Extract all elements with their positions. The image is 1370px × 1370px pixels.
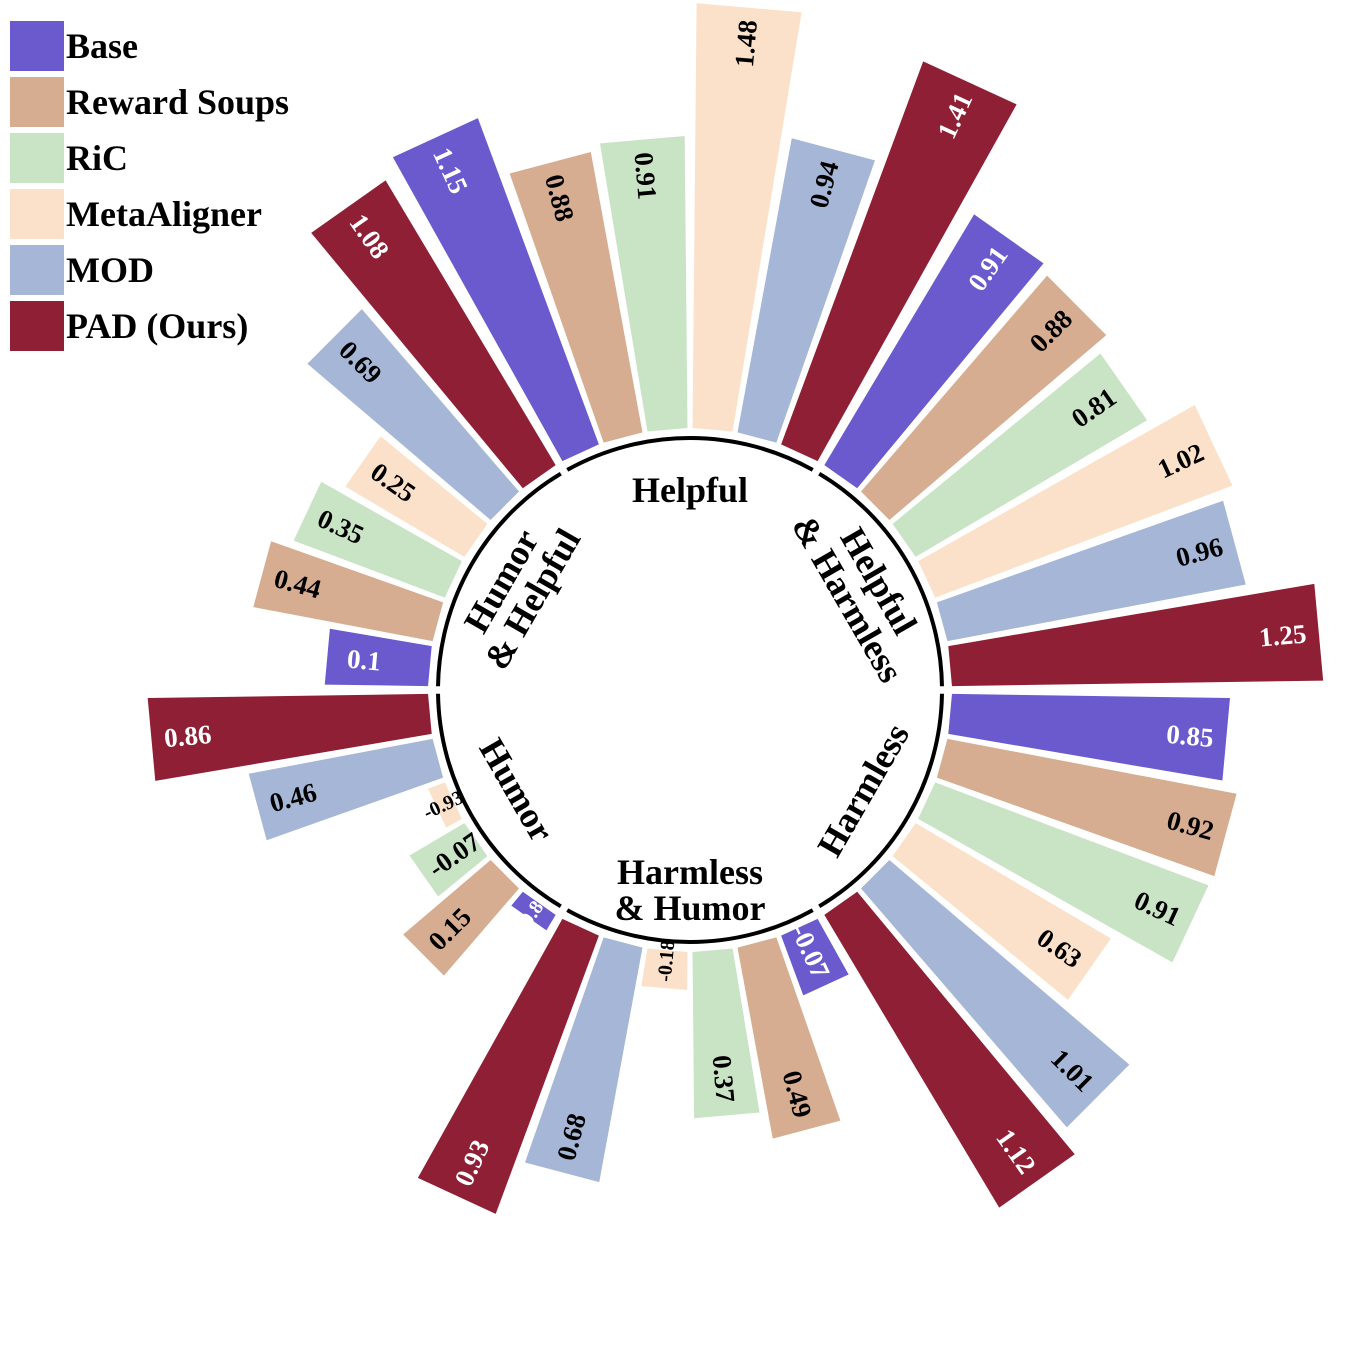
bar-harmless-humor-ric (692, 948, 760, 1119)
legend-item-reward-soups: Reward Soups (10, 74, 289, 130)
bar-harmless-humor-mod (525, 937, 643, 1183)
group-label-harmless: Harmless (809, 717, 917, 863)
bar-humor-helpful-reward-soups (253, 541, 444, 642)
bar-humor-mod (248, 738, 444, 841)
bar-helpful-harmless-reward-soups (861, 275, 1107, 521)
bar-harmless-humor-reward-soups (737, 937, 841, 1139)
legend-swatch-pad (10, 301, 64, 351)
bar-harmless-humor-metaaligner (641, 948, 688, 991)
bar-humor-pad-ours (147, 693, 432, 781)
bar-humor-helpful-pad-ours (311, 180, 556, 489)
bar-helpful-metaaligner (692, 3, 802, 432)
bar-helpful-harmless-pad-ours (948, 583, 1324, 687)
value-label-helpful-metaaligner: 1.48 (729, 19, 763, 69)
bars-layer: 1.15 0.88 0.911.480.941.410.910.880.811.02… (147, 3, 1324, 1214)
bar-harmless-base (948, 693, 1230, 781)
bar-harmless-pad-ours (824, 891, 1075, 1208)
bar-humor-base (511, 891, 556, 931)
bar-humor-helpful-metaaligner (345, 436, 488, 557)
bar-helpful-reward-soups (509, 152, 643, 443)
bar-harmless-metaaligner (892, 823, 1111, 1000)
legend-swatch-mod (10, 245, 64, 295)
group-arc-humor-helpful (436, 471, 562, 687)
group-arc-harmless (818, 693, 944, 909)
bar-helpful-harmless-ric (892, 353, 1148, 557)
value-label-helpful-harmless-pad-ours: 1.25 (1258, 618, 1308, 652)
legend-label-ric: RiC (66, 138, 128, 178)
group-label-helpful: Helpful (632, 470, 748, 510)
legend-swatch-ric (10, 133, 64, 183)
bar-helpful-pad-ours (781, 61, 1017, 462)
group-arcs-layer (436, 436, 944, 944)
legend-label-metaaligner: MetaAligner (66, 194, 262, 234)
legend-item-base: Base (10, 18, 289, 74)
legend-label-base: Base (66, 26, 138, 66)
bar-humor-reward-soups (403, 859, 519, 976)
bar-helpful-mod (737, 138, 875, 443)
legend-label-reward-soups: Reward Soups (66, 82, 290, 122)
bar-humor-helpful-ric (293, 481, 462, 598)
legend-swatch-metaaligner (10, 189, 64, 239)
legend-item-mod: MOD (10, 242, 289, 298)
legend-item-pad: PAD (Ours) (10, 298, 289, 354)
bar-humor-helpful-mod (307, 309, 519, 521)
group-arc-harmless-humor (566, 908, 814, 944)
legend: Base Reward Soups RiC MetaAligner MOD PA… (10, 18, 289, 354)
legend-swatch-reward-soups (10, 77, 64, 127)
bar-harmless-reward-soups (936, 738, 1237, 877)
legend-swatch-base (10, 21, 64, 71)
legend-label-mod: MOD (66, 250, 154, 290)
group-arc-helpful-harmless (818, 471, 944, 687)
bar-humor-ric (409, 823, 488, 897)
value-label-humor-pad-ours: 0.86 (163, 719, 213, 753)
bar-helpful-harmless-base (824, 214, 1044, 489)
legend-item-metaaligner: MetaAligner (10, 186, 289, 242)
bar-helpful-base (392, 118, 599, 462)
bar-harmless-humor-pad-ours (417, 918, 599, 1214)
value-label-humor-helpful-base: 0.1 (346, 644, 382, 677)
group-label-humor: Humor (471, 732, 562, 849)
bar-humor-helpful-base (324, 628, 432, 687)
legend-label-pad: PAD (Ours) (66, 306, 249, 346)
bar-helpful-ric (599, 135, 688, 432)
value-label-harmless-humor-metaaligner: -0.18 (654, 939, 680, 982)
value-label-harmless-humor-ric: 0.37 (707, 1054, 741, 1104)
bar-humor-metaaligner (427, 782, 462, 828)
bar-helpful-harmless-metaaligner (918, 405, 1233, 598)
group-label-harmless-humor: Harmless & Humor (615, 852, 766, 928)
bar-harmless-mod (861, 859, 1130, 1128)
bar-harmless-humor-base (781, 918, 849, 996)
legend-item-ric: RiC (10, 130, 289, 186)
group-arc-helpful (566, 436, 814, 472)
group-arc-humor (436, 693, 562, 909)
value-label-helpful-ric: 0.91 (628, 151, 662, 201)
value-label-harmless-base: 0.85 (1165, 719, 1215, 753)
bar-helpful-harmless-mod (936, 500, 1246, 642)
bar-harmless-ric (918, 782, 1209, 963)
